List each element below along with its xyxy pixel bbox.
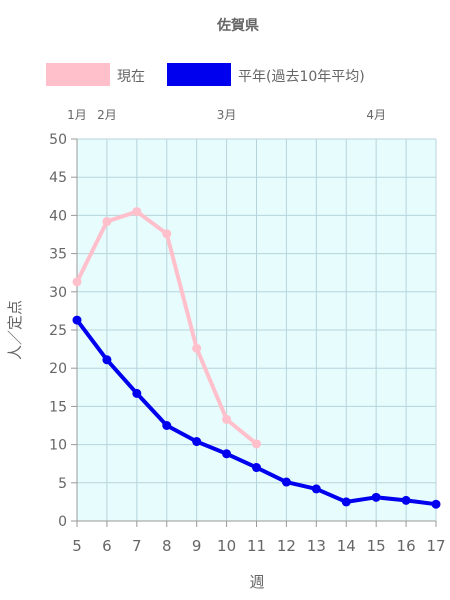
x-tick-label: 5 <box>72 537 82 555</box>
chart-title: 佐賀県 <box>216 17 259 34</box>
data-point <box>311 484 321 494</box>
x-tick-label: 12 <box>277 537 296 555</box>
y-tick-label: 0 <box>58 514 67 530</box>
data-point <box>102 355 112 365</box>
x-axis-title: 週 <box>249 573 264 591</box>
legend-item-current[interactable]: 現在 <box>46 63 145 86</box>
legend-label-average: 平年(過去10年平均) <box>238 69 365 85</box>
data-point <box>281 477 291 487</box>
y-tick-label: 40 <box>49 208 67 224</box>
x-tick-label: 10 <box>217 537 236 555</box>
x-tick-label: 13 <box>307 537 326 555</box>
x-tick-label: 17 <box>426 537 445 555</box>
month-label: 1月 <box>67 108 87 122</box>
y-tick-label: 20 <box>49 361 67 377</box>
x-tick-label: 11 <box>247 537 266 555</box>
data-point <box>371 492 381 502</box>
data-point <box>252 463 261 473</box>
x-tick-label: 7 <box>132 537 142 555</box>
y-tick-label: 15 <box>49 399 67 415</box>
legend-swatch-average <box>167 63 231 86</box>
x-tick-label: 14 <box>337 537 356 555</box>
series-layer <box>72 207 441 509</box>
data-point <box>431 499 441 509</box>
y-tick-label: 35 <box>49 247 67 263</box>
x-tick-label: 8 <box>162 537 172 555</box>
y-axis-title: 人／定点 <box>6 300 24 360</box>
data-point <box>132 207 142 217</box>
month-label: 3月 <box>217 108 237 122</box>
month-label: 2月 <box>97 108 117 122</box>
data-point <box>252 439 261 449</box>
data-point <box>192 343 202 353</box>
y-tick-label: 10 <box>49 438 67 454</box>
data-point <box>341 497 351 507</box>
data-point <box>222 414 232 424</box>
series-current <box>72 207 261 449</box>
y-tick-label: 50 <box>49 132 67 148</box>
data-point <box>72 315 82 325</box>
legend-swatch-current <box>46 63 110 86</box>
data-point <box>162 229 172 239</box>
data-point <box>192 437 202 447</box>
y-tick-label: 25 <box>49 323 67 339</box>
data-point <box>401 495 411 505</box>
data-point <box>162 421 172 430</box>
y-tick-label: 5 <box>58 476 67 492</box>
data-point <box>102 217 112 227</box>
legend-item-average[interactable]: 平年(過去10年平均) <box>167 63 365 86</box>
month-labels: 1月 2月 3月 4月 <box>67 108 386 122</box>
legend: 現在 平年(過去10年平均) <box>46 63 365 86</box>
x-tick-label: 9 <box>192 537 202 555</box>
y-tick-label: 30 <box>49 285 67 301</box>
month-label: 4月 <box>366 108 386 122</box>
grid <box>77 138 437 521</box>
data-point <box>132 388 142 398</box>
data-point <box>72 277 82 287</box>
x-tick-label: 15 <box>367 537 386 555</box>
x-tick-label: 16 <box>397 537 416 555</box>
data-point <box>222 449 232 459</box>
x-tick-label: 6 <box>102 537 112 555</box>
y-tick-label: 45 <box>49 170 67 186</box>
series-average <box>72 315 441 509</box>
legend-label-current: 現在 <box>117 69 145 85</box>
